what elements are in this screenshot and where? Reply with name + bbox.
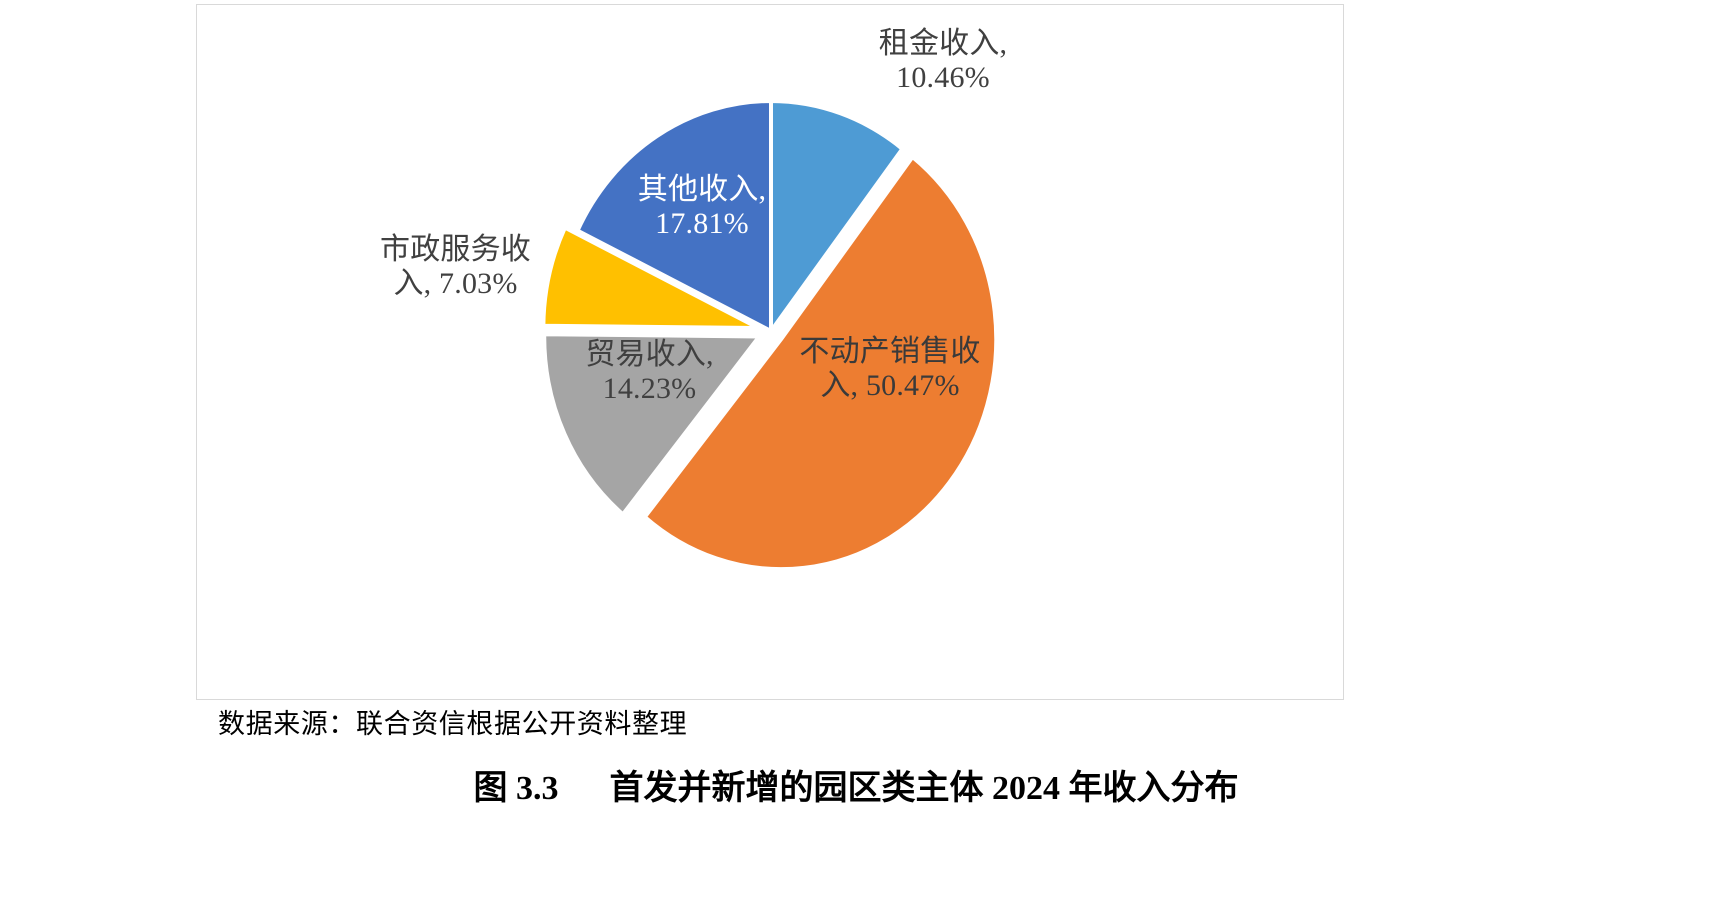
pie-slice-trade[interactable] <box>542 332 764 518</box>
pie-slice-other[interactable] <box>574 98 773 335</box>
pie-label-real-estate-sales: 不动产销售收 入, 50.47% <box>799 335 981 402</box>
pie-slice-rental[interactable] <box>769 98 906 338</box>
pie-slice-municipal-service[interactable] <box>541 224 760 331</box>
data-source-note: 数据来源：联合资信根据公开资料整理 <box>218 709 688 739</box>
pie-slices <box>541 98 999 572</box>
pie-label-other: 其他收入, 17.81% <box>637 173 767 240</box>
pie-chart: 租金收入, 10.46% 不动产销售收 入, 50.47% 贸易收入, 14.2… <box>197 5 1343 699</box>
pie-label-municipal-service: 市政服务收 入, 7.03% <box>380 233 531 300</box>
figure-title: 首发并新增的园区类主体 2024 年收入分布 <box>609 770 1239 807</box>
chart-container: 租金收入, 10.46% 不动产销售收 入, 50.47% 贸易收入, 14.2… <box>196 4 1344 700</box>
pie-chart-svg <box>541 98 999 572</box>
pie-label-trade: 贸易收入, 14.23% <box>585 338 714 405</box>
figure-number: 图 3.3 <box>473 770 559 807</box>
pie-label-rental: 租金收入, 10.46% <box>878 27 1008 94</box>
pie-slice-real-estate-sales[interactable] <box>642 154 999 572</box>
figure-caption: 图 3.3 首发并新增的园区类主体 2024 年收入分布 <box>0 760 1712 809</box>
